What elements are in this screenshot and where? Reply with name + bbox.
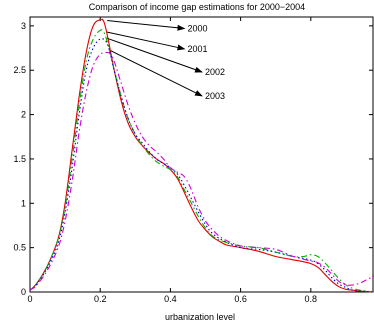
chart-title: Comparison of income gap estimations for…	[89, 2, 305, 12]
axes-frame	[29, 16, 374, 293]
annotation-label: 2003	[205, 91, 225, 101]
y-tick-label: 2.5	[13, 65, 26, 75]
annotation-label: 2002	[205, 67, 225, 77]
annotation-arrow	[107, 31, 186, 51]
x-tick-label: 0.6	[234, 294, 247, 304]
annotation-arrow	[110, 50, 203, 97]
x-tick-label: 0.8	[305, 294, 318, 304]
x-axis-label: urbanization level	[165, 312, 235, 322]
y-tick-label: 2	[21, 110, 26, 120]
y-tick-label: 1	[21, 198, 26, 208]
y-tick-label: 0.5	[13, 243, 26, 253]
series-line-2000	[29, 18, 374, 293]
series-line-2003	[29, 51, 374, 291]
x-tick-label: 0	[27, 294, 32, 304]
annotation-label: 2001	[187, 44, 207, 54]
x-tick-label: 0.4	[164, 294, 177, 304]
annotation-label: 2000	[187, 24, 207, 34]
y-tick-label: 0	[21, 287, 26, 297]
annotation-arrow	[107, 37, 203, 73]
series-line-2002	[29, 38, 374, 293]
annotation-arrow	[107, 20, 186, 31]
series-line-2001	[29, 29, 374, 293]
y-tick-label: 3	[21, 21, 26, 31]
x-tick-label: 0.2	[94, 294, 107, 304]
y-tick-label: 1.5	[13, 154, 26, 164]
plot-area: 0 0.2 0.4 0.6 0.8 0 0.5 1 1.5 2 2.5 3 2000 2001 2002 20…	[13, 16, 374, 304]
